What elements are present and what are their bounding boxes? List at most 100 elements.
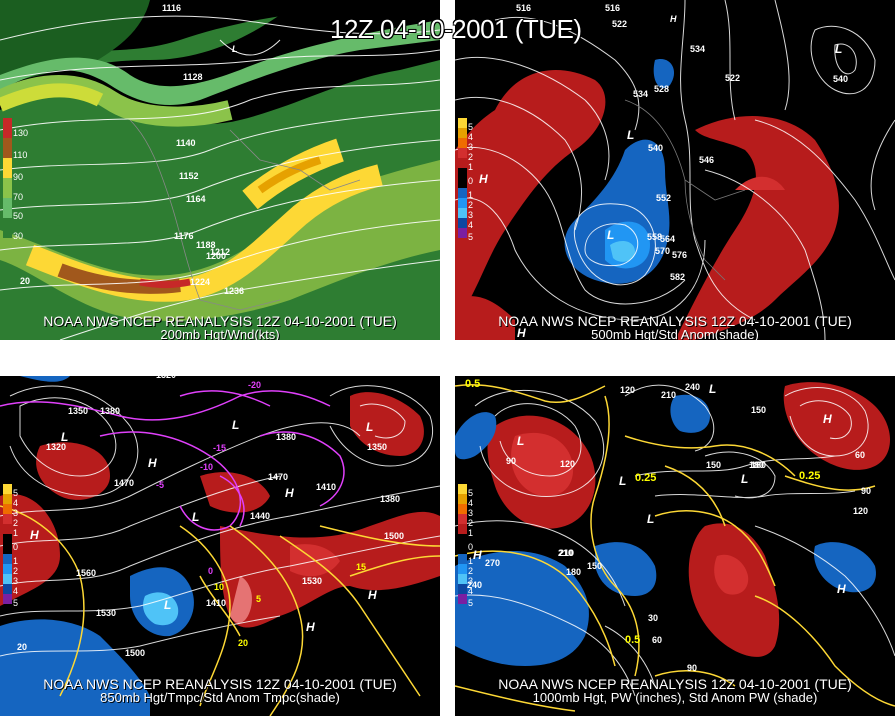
contour-label: 90 xyxy=(687,663,698,673)
legend-label: 1 xyxy=(468,162,474,172)
contour-label: 60 xyxy=(855,450,866,460)
legend-200mb xyxy=(3,118,12,238)
low-marker: L xyxy=(709,382,717,396)
high-marker: H xyxy=(148,456,157,470)
legend-label: 2 xyxy=(468,200,474,210)
high-marker: H xyxy=(306,620,315,634)
pw-label: 0.25 xyxy=(799,470,821,482)
low-marker: L xyxy=(164,598,172,612)
legend-label: 0 xyxy=(468,542,474,552)
contour-label: 516 xyxy=(516,3,532,13)
legend-500mb xyxy=(458,118,467,238)
panel-1000mb-map xyxy=(455,382,895,712)
contour-label: 540 xyxy=(833,74,849,84)
low-marker: L xyxy=(232,418,240,432)
contour-label: 1500 xyxy=(384,531,405,541)
panel-850mb-map xyxy=(0,376,440,716)
legend-label: 4 xyxy=(13,586,19,596)
contour-label: 546 xyxy=(699,155,715,165)
low-marker: L xyxy=(232,44,238,54)
contour-label: 1380 xyxy=(276,432,297,442)
low-marker: L xyxy=(192,510,200,524)
contour-label: 90 xyxy=(506,456,517,466)
legend-label: 1 xyxy=(468,556,474,566)
temp-label: -20 xyxy=(248,380,262,390)
contour-label: 120 xyxy=(620,385,636,395)
contour-label: 180 xyxy=(749,460,765,470)
panel-200mb: 130 110 90 70 50 30 1116 1128 1140 1152 … xyxy=(0,0,440,340)
contour-label: 522 xyxy=(725,73,741,83)
contour-label: 30 xyxy=(648,613,659,623)
legend-label: 90 xyxy=(13,172,24,182)
low-marker: L xyxy=(517,434,525,448)
contour-label: 150 xyxy=(706,460,722,470)
legend-label: 2 xyxy=(13,566,19,576)
contour-label: 1530 xyxy=(96,608,117,618)
contour-label: 534 xyxy=(690,44,706,54)
panel-subcaption: 850mb Hgt/Tmpc/Std Anom Tmpc(shade) xyxy=(100,690,340,705)
low-marker: L xyxy=(741,472,749,486)
contour-label: 1224 xyxy=(190,277,211,287)
legend-label: 2 xyxy=(468,152,474,162)
temp-label: 0 xyxy=(208,566,214,576)
contour-label: 528 xyxy=(654,84,670,94)
contour-label: 1236 xyxy=(224,286,245,296)
high-marker: H xyxy=(670,14,677,24)
low-marker: L xyxy=(607,228,615,242)
legend-label: 3 xyxy=(468,576,474,586)
legend-label: 4 xyxy=(468,220,474,230)
legend-label: 3 xyxy=(13,576,19,586)
contour-label: 1140 xyxy=(176,138,196,148)
contour-label: 1380 xyxy=(100,406,121,416)
contour-label: 150 xyxy=(587,561,603,571)
legend-label: 4 xyxy=(468,586,474,596)
low-marker: L xyxy=(366,420,374,434)
contour-label: 180 xyxy=(566,567,582,577)
map-title: 12Z 04-10-2001 (TUE) xyxy=(330,14,582,44)
panel-caption: NOAA NWS NCEP REANALYSIS 12Z 04-10-2001 … xyxy=(43,313,397,329)
legend-label: 5 xyxy=(13,488,19,498)
temp-label: -15 xyxy=(213,443,227,453)
panel-850mb: 5 4 3 2 1 0 1 2 3 4 5 1320 1350 1380 132… xyxy=(0,376,440,716)
contour-label: 1320 xyxy=(156,376,176,380)
contour-label: 1188 xyxy=(196,240,216,250)
temp-label: -5 xyxy=(156,480,165,490)
legend-label: 1 xyxy=(13,556,19,566)
high-marker: H xyxy=(368,588,377,602)
contour-label: 1152 xyxy=(179,171,199,181)
high-marker: H xyxy=(479,172,488,186)
high-marker: H xyxy=(473,548,482,562)
high-marker: H xyxy=(517,326,526,340)
temp-label: 5 xyxy=(256,594,262,604)
contour-label: 150 xyxy=(751,405,767,415)
legend-label: 0 xyxy=(468,176,474,186)
contour-label: 1176 xyxy=(174,231,194,241)
legend-label: 5 xyxy=(468,122,474,132)
contour-label: 1212 xyxy=(210,247,231,257)
panel-500mb: 5 4 3 2 1 0 1 2 3 4 5 516 522 528 534 54… xyxy=(455,0,895,340)
legend-label: 5 xyxy=(468,232,474,242)
legend-label: 3 xyxy=(468,210,474,220)
legend-label: 130 xyxy=(13,128,29,138)
legend-label: 50 xyxy=(13,211,24,221)
legend-label: 110 xyxy=(13,150,28,160)
contour-label: 1410 xyxy=(206,598,227,608)
legend-label: 30 xyxy=(13,231,24,241)
legend-label: 5 xyxy=(468,598,474,608)
low-marker: L xyxy=(619,474,627,488)
contour-label: 564 xyxy=(660,234,676,244)
contour-label: 1560 xyxy=(76,568,97,578)
legend-label: 0 xyxy=(13,542,19,552)
contour-label: 540 xyxy=(648,143,664,153)
panel-caption: NOAA NWS NCEP REANALYSIS 12Z 04-10-2001 … xyxy=(498,313,852,329)
lon-label: 20 xyxy=(20,276,31,286)
legend-label: 4 xyxy=(468,498,474,508)
contour-label: 1500 xyxy=(125,648,146,658)
high-marker: H xyxy=(285,486,294,500)
high-marker: H xyxy=(823,412,832,426)
legend-label: 1 xyxy=(13,528,19,538)
contour-label: 552 xyxy=(656,193,672,203)
legend-label: 2 xyxy=(468,518,474,528)
contour-label: 60 xyxy=(652,635,663,645)
legend-label: 1 xyxy=(468,190,474,200)
